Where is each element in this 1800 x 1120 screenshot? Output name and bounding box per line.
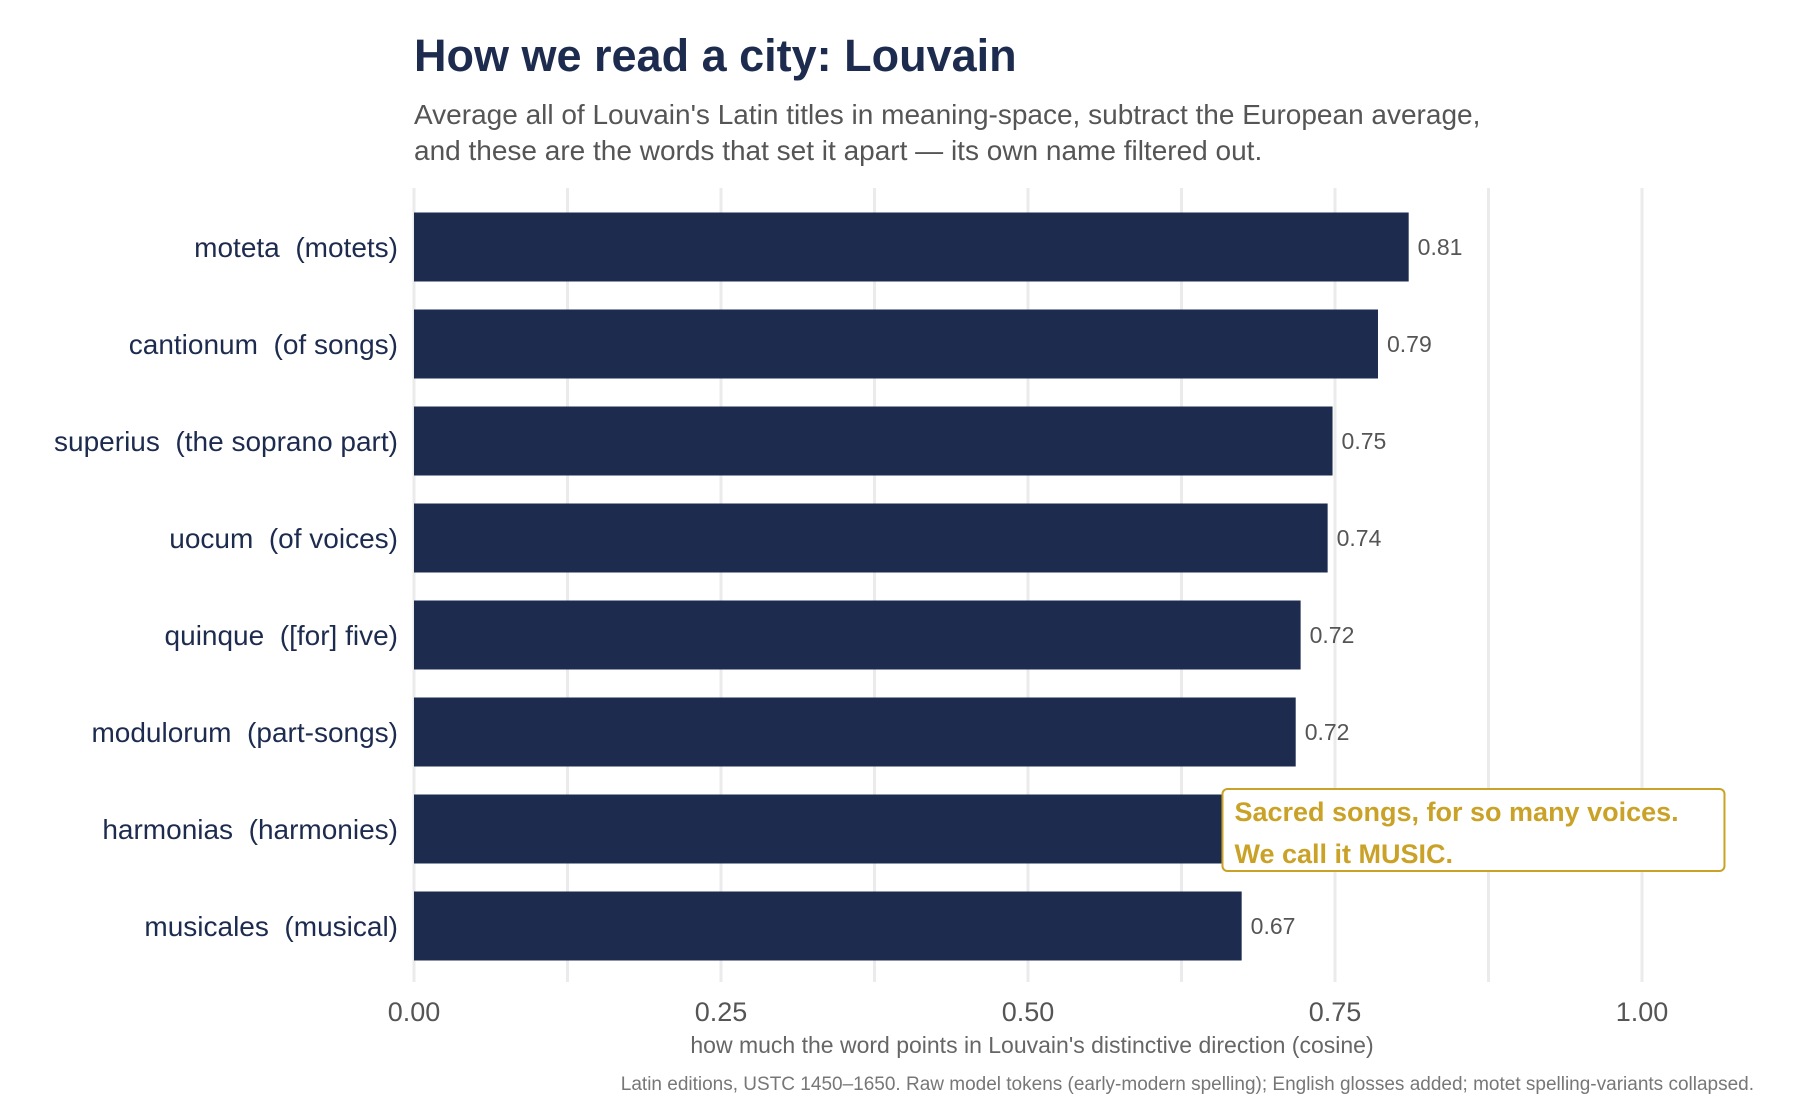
chart-subtitle-line-2: and these are the words that set it apar… bbox=[414, 135, 1262, 166]
category-label: modulorum (part-songs) bbox=[91, 717, 398, 748]
value-label: 0.81 bbox=[1418, 234, 1463, 260]
x-tick-label: 0.25 bbox=[695, 997, 748, 1027]
x-tick-label: 0.50 bbox=[1002, 997, 1055, 1027]
annotation-line-1: Sacred songs, for so many voices. bbox=[1234, 797, 1678, 827]
bar bbox=[414, 600, 1301, 670]
category-label: quinque ([for] five) bbox=[165, 620, 398, 651]
bar bbox=[414, 406, 1333, 476]
category-label: uocum (of voices) bbox=[169, 523, 398, 554]
annotation-frame bbox=[1221, 788, 1726, 872]
value-label: 0.79 bbox=[1387, 331, 1432, 357]
value-label: 0.75 bbox=[1342, 428, 1387, 454]
chart-caption: Latin editions, USTC 1450–1650. Raw mode… bbox=[621, 1074, 1754, 1095]
value-labels: 0.81 0.79 0.75 0.74 0.72 0.72 0.67 bbox=[1251, 234, 1463, 939]
category-label: harmonias (harmonies) bbox=[102, 814, 398, 845]
category-label: moteta (motets) bbox=[194, 232, 398, 263]
value-label: 0.67 bbox=[1251, 913, 1296, 939]
annotation-line-2: We call it MUSIC. bbox=[1234, 839, 1453, 869]
value-label: 0.72 bbox=[1305, 719, 1350, 745]
value-label: 0.72 bbox=[1310, 622, 1355, 648]
bar bbox=[414, 891, 1242, 961]
bar bbox=[414, 697, 1296, 767]
bars bbox=[414, 212, 1409, 961]
bar bbox=[414, 309, 1378, 379]
x-tick-label: 0.75 bbox=[1309, 997, 1362, 1027]
value-label: 0.74 bbox=[1337, 525, 1382, 551]
annotation-box: Sacred songs, for so many voices. We cal… bbox=[1221, 788, 1726, 872]
category-label: superius (the soprano part) bbox=[54, 426, 398, 457]
category-label: cantionum (of songs) bbox=[129, 329, 398, 360]
category-label: musicales (musical) bbox=[144, 911, 398, 942]
chart-title: How we read a city: Louvain bbox=[414, 30, 1017, 81]
bar bbox=[414, 794, 1274, 864]
chart-subtitle-line-1: Average all of Louvain's Latin titles in… bbox=[414, 99, 1480, 130]
x-axis-ticks: 0.00 0.25 0.50 0.75 1.00 bbox=[388, 997, 1669, 1027]
x-tick-label: 0.00 bbox=[388, 997, 441, 1027]
x-tick-label: 1.00 bbox=[1616, 997, 1669, 1027]
x-axis-title: how much the word points in Louvain's di… bbox=[690, 1032, 1373, 1058]
bar bbox=[414, 212, 1409, 282]
bar bbox=[414, 503, 1328, 573]
category-labels: moteta (motets) cantionum (of songs) super… bbox=[54, 232, 398, 942]
